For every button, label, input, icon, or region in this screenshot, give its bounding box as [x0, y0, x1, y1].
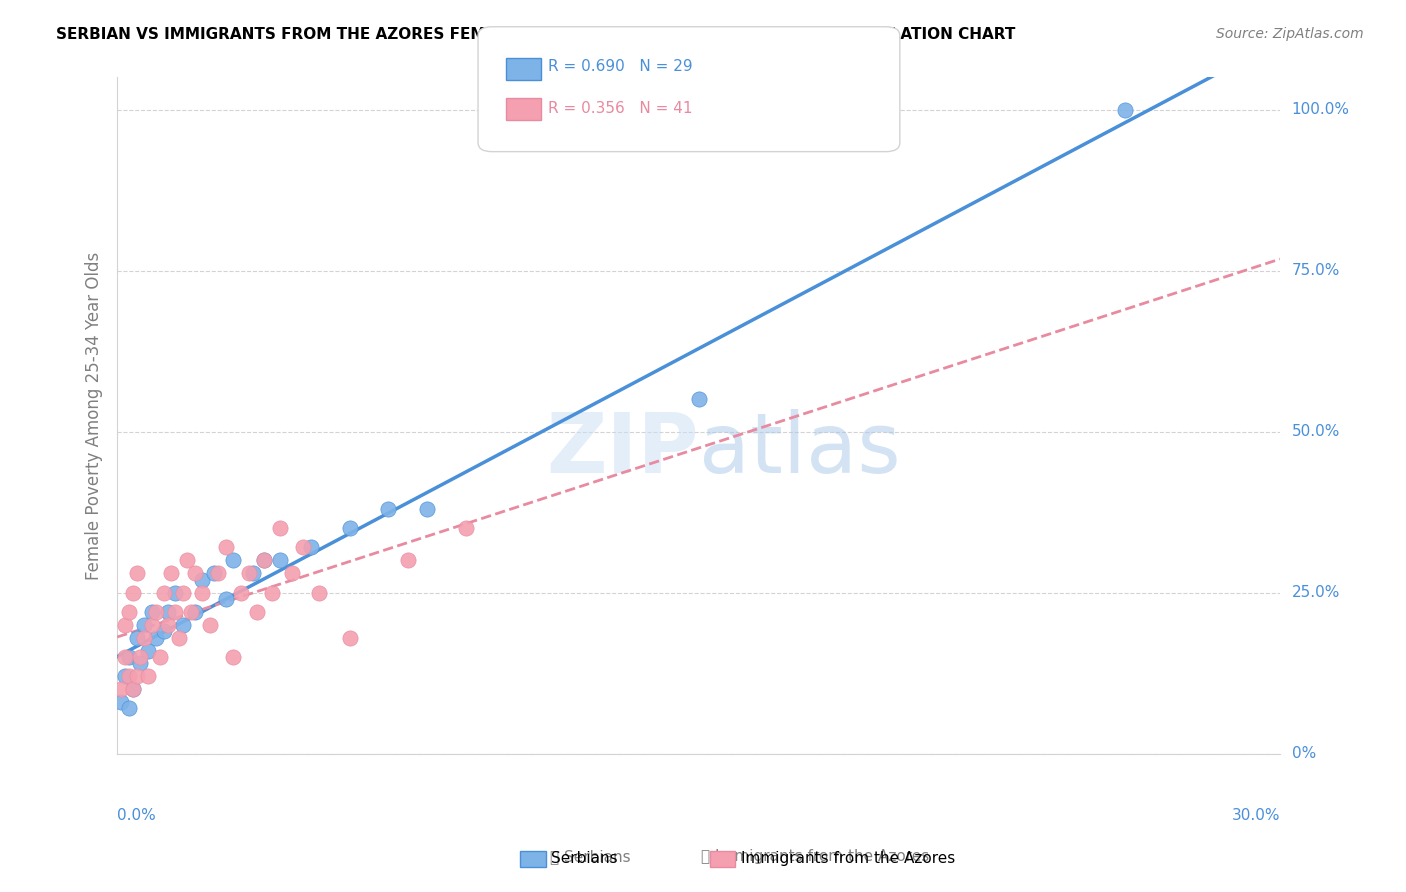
Point — [110, 695, 132, 709]
Point — [377, 501, 399, 516]
Point — [160, 566, 183, 581]
Point — [136, 643, 159, 657]
Point — [1114, 103, 1136, 117]
Point — [145, 605, 167, 619]
Point — [215, 541, 238, 555]
Point — [688, 392, 710, 407]
Point — [114, 649, 136, 664]
Point — [339, 521, 361, 535]
Point — [110, 682, 132, 697]
Point — [156, 605, 179, 619]
Point — [292, 541, 315, 555]
Point — [299, 541, 322, 555]
Text: ⬜ Serbians: ⬜ Serbians — [550, 849, 631, 863]
Text: 100.0%: 100.0% — [1292, 103, 1350, 117]
Point — [149, 649, 172, 664]
Point — [339, 631, 361, 645]
Point — [172, 585, 194, 599]
Point — [202, 566, 225, 581]
Point — [191, 573, 214, 587]
Point — [114, 669, 136, 683]
Point — [121, 682, 143, 697]
Point — [207, 566, 229, 581]
Point — [167, 631, 190, 645]
Point — [416, 501, 439, 516]
Point — [269, 521, 291, 535]
Point — [238, 566, 260, 581]
Point — [165, 585, 187, 599]
Y-axis label: Female Poverty Among 25-34 Year Olds: Female Poverty Among 25-34 Year Olds — [86, 252, 103, 580]
Point — [134, 617, 156, 632]
Point — [152, 585, 174, 599]
Point — [308, 585, 330, 599]
Point — [129, 649, 152, 664]
Point — [118, 669, 141, 683]
Point — [141, 605, 163, 619]
Point — [454, 521, 477, 535]
Point — [145, 631, 167, 645]
Point — [125, 566, 148, 581]
Point — [152, 624, 174, 639]
Point — [280, 566, 302, 581]
Point — [253, 553, 276, 567]
Text: 50.0%: 50.0% — [1292, 424, 1340, 439]
Text: 25.0%: 25.0% — [1292, 585, 1340, 600]
Point — [246, 605, 269, 619]
Point — [200, 617, 222, 632]
Text: 0%: 0% — [1292, 746, 1316, 761]
Point — [183, 566, 205, 581]
Point — [118, 605, 141, 619]
Point — [253, 553, 276, 567]
Text: atlas: atlas — [699, 409, 900, 490]
Text: ⬜ Immigrants from the Azores: ⬜ Immigrants from the Azores — [702, 849, 929, 863]
Point — [215, 592, 238, 607]
Text: Immigrants from the Azores: Immigrants from the Azores — [741, 852, 955, 866]
Text: ZIP: ZIP — [546, 409, 699, 490]
Point — [156, 617, 179, 632]
Point — [141, 617, 163, 632]
Point — [269, 553, 291, 567]
Point — [121, 682, 143, 697]
Point — [191, 585, 214, 599]
Point — [114, 617, 136, 632]
Point — [183, 605, 205, 619]
Point — [180, 605, 202, 619]
Point — [231, 585, 253, 599]
Point — [262, 585, 284, 599]
Text: Source: ZipAtlas.com: Source: ZipAtlas.com — [1216, 27, 1364, 41]
Point — [222, 553, 245, 567]
Text: R = 0.690   N = 29: R = 0.690 N = 29 — [548, 60, 693, 74]
Point — [118, 701, 141, 715]
Point — [396, 553, 419, 567]
Point — [242, 566, 264, 581]
Point — [125, 669, 148, 683]
Text: R = 0.356   N = 41: R = 0.356 N = 41 — [548, 102, 693, 116]
Point — [165, 605, 187, 619]
Point — [136, 669, 159, 683]
Point — [172, 617, 194, 632]
Text: 30.0%: 30.0% — [1232, 807, 1279, 822]
Point — [134, 631, 156, 645]
Text: 0.0%: 0.0% — [117, 807, 156, 822]
Text: SERBIAN VS IMMIGRANTS FROM THE AZORES FEMALE POVERTY AMONG 25-34 YEAR OLDS CORRE: SERBIAN VS IMMIGRANTS FROM THE AZORES FE… — [56, 27, 1015, 42]
Point — [118, 649, 141, 664]
Point — [176, 553, 198, 567]
Point — [222, 649, 245, 664]
Text: Serbians: Serbians — [551, 852, 617, 866]
Point — [129, 657, 152, 671]
Point — [121, 585, 143, 599]
Text: 75.0%: 75.0% — [1292, 263, 1340, 278]
Point — [125, 631, 148, 645]
